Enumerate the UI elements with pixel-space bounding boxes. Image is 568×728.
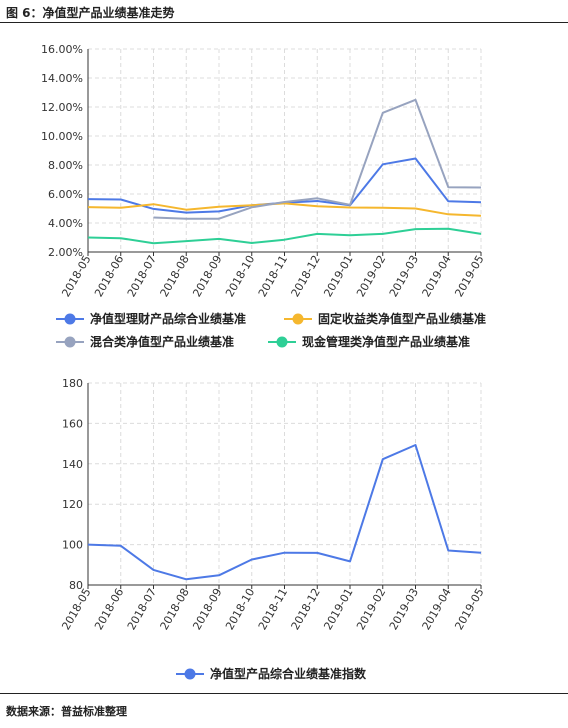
x-tick-label: 2018-10	[223, 253, 257, 299]
y-tick-label: 100	[62, 539, 83, 552]
y-tick-label: 12.00%	[41, 101, 83, 114]
x-tick-label: 2019-02	[354, 253, 388, 299]
x-tick-label: 2019-04	[420, 586, 454, 632]
legend-label: 固定收益类净值型产品业绩基准	[318, 311, 486, 326]
x-tick-label: 2019-04	[420, 253, 454, 299]
x-tick-label: 2019-03	[387, 253, 421, 299]
x-tick-label: 2018-06	[92, 253, 126, 299]
legend-marker	[184, 668, 196, 680]
x-tick-label: 2019-01	[321, 586, 355, 632]
y-tick-label: 160	[62, 417, 83, 430]
y-tick-label: 80	[69, 579, 83, 592]
top-rule	[0, 22, 568, 23]
series-line-3	[153, 98, 482, 220]
y-tick-label: 4.00%	[48, 217, 83, 230]
y-tick-label: 10.00%	[41, 130, 83, 143]
legend-label: 净值型产品综合业绩基准指数	[210, 666, 367, 681]
x-tick-label: 2018-12	[289, 253, 323, 299]
x-tick-label: 2018-06	[92, 586, 126, 632]
legend-label: 现金管理类净值型产品业绩基准	[302, 334, 470, 349]
x-tick-label: 2018-10	[223, 586, 257, 632]
y-tick-label: 8.00%	[48, 159, 83, 172]
x-tick-label: 2018-09	[190, 253, 224, 299]
legend-marker	[292, 313, 304, 325]
x-tick-label: 2018-08	[158, 253, 192, 299]
x-tick-label: 2019-03	[387, 586, 421, 632]
legend-marker	[64, 313, 76, 325]
y-tick-label: 120	[62, 498, 83, 511]
y-tick-label: 180	[62, 377, 83, 390]
series-line-2	[87, 202, 482, 217]
series-line-1	[87, 444, 482, 581]
x-tick-label: 2018-08	[158, 586, 192, 632]
x-tick-label: 2018-11	[256, 586, 290, 632]
chart-benchmark-trend: 2.00% 4.00% 6.00% 8.00% 10.00% 12.00% 14.00% 16…	[41, 43, 487, 349]
y-tick-label: 140	[62, 458, 83, 471]
y-tick-label: 2.00%	[48, 246, 83, 259]
x-tick-label: 2019-01	[321, 253, 355, 299]
figure-title: 图 6：净值型产品业绩基准走势	[6, 6, 175, 20]
y-tick-label: 16.00%	[41, 43, 83, 56]
x-tick-label: 2018-12	[289, 586, 323, 632]
x-tick-label: 2018-05	[59, 586, 93, 632]
legend-marker	[276, 336, 288, 348]
legend-label: 混合类净值型产品业绩基准	[90, 334, 234, 349]
chart-benchmark-index: 801001201401601802018-052018-062018-0720…	[59, 377, 486, 681]
bottom-rule	[0, 693, 568, 694]
x-tick-label: 2019-02	[354, 586, 388, 632]
data-source: 数据来源：普益标准整理	[6, 705, 127, 718]
y-tick-label: 6.00%	[48, 188, 83, 201]
x-tick-label: 2018-07	[125, 253, 159, 299]
x-tick-label: 2018-09	[190, 586, 224, 632]
series-line-4	[87, 227, 482, 245]
x-tick-label: 2018-07	[125, 586, 159, 632]
legend-label: 净值型理财产品综合业绩基准	[90, 311, 246, 326]
x-tick-label: 2019-05	[452, 253, 486, 299]
x-tick-label: 2018-05	[59, 253, 93, 299]
legend-marker	[64, 336, 76, 348]
x-tick-label: 2018-11	[256, 253, 290, 299]
x-tick-label: 2019-05	[452, 586, 486, 632]
y-tick-label: 14.00%	[41, 72, 83, 85]
